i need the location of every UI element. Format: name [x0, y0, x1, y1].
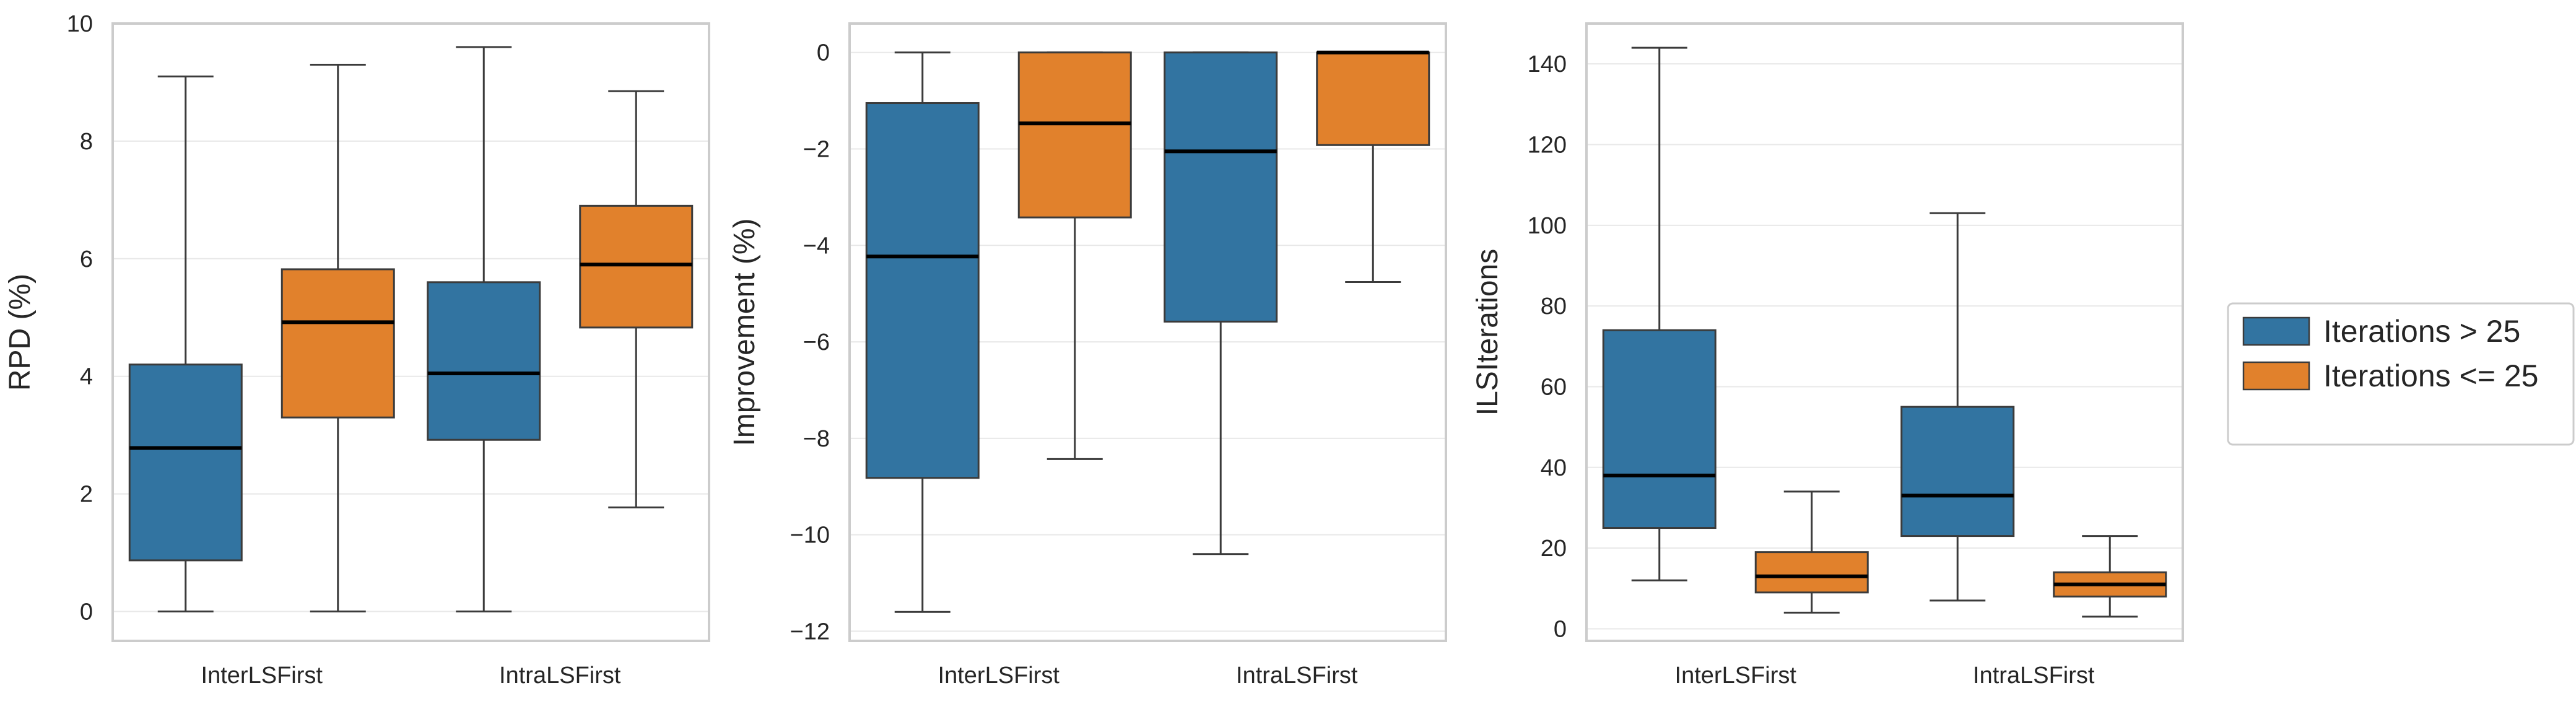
y-axis-label: Improvement (%)	[728, 218, 761, 446]
box-iqr	[281, 268, 395, 419]
ils-iterations-panel: 0 20 40 60 80 100 120 140 InterLSFirst IntraLSFir…	[1471, 22, 2184, 689]
box-iqr	[579, 204, 694, 329]
y-tick-label: −2	[803, 137, 830, 163]
y-axis-label: ILSIterations	[1471, 249, 1504, 415]
legend-label-iterations-gt-25: Iterations > 25	[2323, 314, 2520, 349]
y-tick-label: 60	[1541, 374, 1567, 400]
box-IntraLSFirst-series-0	[1900, 212, 2015, 602]
x-tick-label: IntraLSFirst	[499, 663, 621, 689]
box-iqr	[1316, 51, 1430, 146]
x-tick-label: InterLSFirst	[1675, 663, 1797, 689]
box-IntraLSFirst-series-1	[579, 90, 694, 508]
box-iqr	[128, 363, 243, 562]
box-iqr	[427, 281, 541, 441]
legend: Iterations > 25 Iterations <= 25	[2227, 302, 2575, 446]
box-InterLSFirst-series-0	[1602, 46, 1717, 581]
y-tick-label: 0	[80, 599, 93, 625]
y-tick-label: 40	[1541, 455, 1567, 481]
box-InterLSFirst-series-0	[865, 51, 980, 613]
box-iqr	[865, 102, 980, 479]
box-iqr	[1017, 51, 1132, 219]
y-tick-label: 100	[1528, 213, 1567, 239]
y-tick-label: 2	[80, 482, 93, 508]
y-tick-label: −6	[803, 329, 830, 355]
legend-swatch-iterations-le-25	[2242, 361, 2310, 391]
y-tick-label: 8	[80, 129, 93, 155]
legend-label-iterations-le-25: Iterations <= 25	[2323, 359, 2538, 393]
y-axis-label: RPD (%)	[4, 274, 37, 391]
box-IntraLSFirst-series-1	[2053, 535, 2167, 618]
box-InterLSFirst-series-0	[128, 75, 243, 613]
box-IntraLSFirst-series-0	[1164, 51, 1278, 555]
y-tick-label: 4	[80, 364, 93, 390]
box-iqr	[1754, 551, 1869, 594]
y-tick-label: −10	[790, 523, 830, 549]
x-tick-label: IntraLSFirst	[1973, 663, 2095, 689]
x-tick-label: InterLSFirst	[938, 663, 1060, 689]
box-iqr	[1602, 329, 1717, 529]
y-tick-label: −12	[790, 619, 830, 645]
y-tick-label: −8	[803, 426, 830, 452]
y-tick-label: 80	[1541, 294, 1567, 320]
plot-frame	[111, 22, 710, 642]
y-tick-label: 0	[817, 40, 830, 66]
plot-frame	[1585, 22, 2184, 642]
y-tick-label: 10	[67, 11, 93, 37]
rpd-panel: 0 2 4 6 8 10 InterLSFirst IntraLSFirst RPD (%)	[4, 11, 710, 689]
box-IntraLSFirst-series-0	[427, 46, 541, 613]
y-tick-label: 6	[80, 246, 93, 272]
box-iqr	[1164, 51, 1278, 323]
y-tick-label: 120	[1528, 132, 1567, 158]
legend-frame	[2227, 302, 2575, 446]
box-InterLSFirst-series-1	[1754, 490, 1869, 614]
improvement-panel: −12 −10 −8 −6 −4 −2 0 InterLSFirst IntraLSFirst I…	[728, 22, 1447, 689]
x-tick-label: InterLSFirst	[201, 663, 323, 689]
y-tick-label: 20	[1541, 536, 1567, 562]
y-tick-label: 140	[1528, 51, 1567, 77]
y-tick-label: 0	[1554, 616, 1567, 642]
box-IntraLSFirst-series-1	[1316, 50, 1430, 283]
box-iqr	[1900, 406, 2015, 537]
legend-swatch-iterations-gt-25	[2242, 316, 2310, 346]
box-InterLSFirst-series-1	[281, 63, 395, 613]
x-tick-label: IntraLSFirst	[1236, 663, 1358, 689]
y-tick-label: −4	[803, 233, 830, 259]
plot-frame	[848, 22, 1447, 642]
box-InterLSFirst-series-1	[1017, 51, 1132, 460]
